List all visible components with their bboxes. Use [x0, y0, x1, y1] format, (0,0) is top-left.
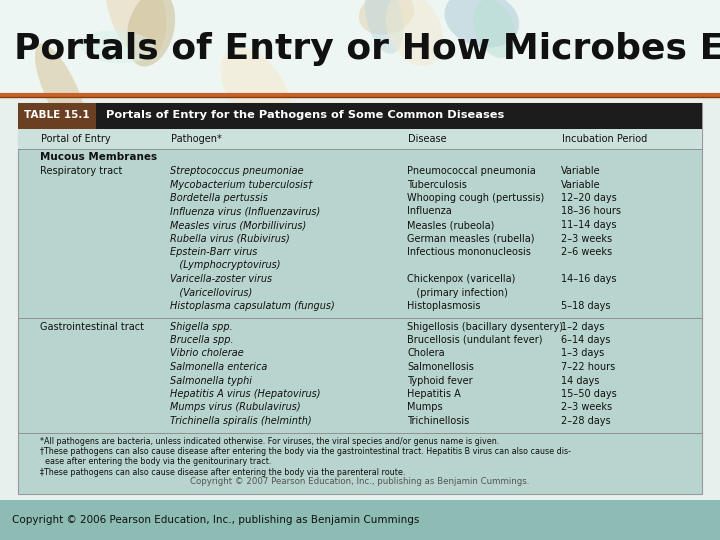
- Ellipse shape: [127, 0, 175, 66]
- Text: Salmonella typhi: Salmonella typhi: [170, 375, 252, 386]
- Text: ease after entering the body via the genitourinary tract.: ease after entering the body via the gen…: [40, 457, 271, 467]
- Text: (Varicellovirus): (Varicellovirus): [170, 287, 253, 298]
- Bar: [18, 103, 96, 129]
- Ellipse shape: [80, 30, 154, 63]
- Text: Copyright © 2006 Pearson Education, Inc., publishing as Benjamin Cummings: Copyright © 2006 Pearson Education, Inc.…: [12, 515, 419, 525]
- Text: Portals of Entry or How Microbes Enter a Host: Portals of Entry or How Microbes Enter a…: [14, 32, 720, 66]
- Text: Influenza: Influenza: [408, 206, 452, 217]
- Text: Cholera: Cholera: [408, 348, 445, 359]
- Text: Histoplasma capsulatum (fungus): Histoplasma capsulatum (fungus): [170, 301, 335, 311]
- Ellipse shape: [473, 0, 516, 58]
- Text: 12–20 days: 12–20 days: [562, 193, 617, 203]
- Text: Whooping cough (pertussis): Whooping cough (pertussis): [408, 193, 545, 203]
- Text: Hepatitis A virus (Hepatovirus): Hepatitis A virus (Hepatovirus): [170, 389, 320, 399]
- Text: Influenza virus (Influenzavirus): Influenza virus (Influenzavirus): [170, 206, 320, 217]
- Text: Brucella spp.: Brucella spp.: [170, 335, 234, 345]
- Text: Hepatitis A: Hepatitis A: [408, 389, 462, 399]
- Text: Mucous Membranes: Mucous Membranes: [40, 152, 157, 161]
- Bar: [0, 0, 720, 94]
- Text: Salmonellosis: Salmonellosis: [408, 362, 474, 372]
- Text: Variable: Variable: [562, 179, 601, 190]
- Bar: [18, 129, 702, 148]
- Text: Pneumococcal pneumonia: Pneumococcal pneumonia: [408, 166, 536, 176]
- Text: 15–50 days: 15–50 days: [562, 389, 617, 399]
- Text: *All pathogens are bacteria, unless indicated otherwise. For viruses, the viral : *All pathogens are bacteria, unless indi…: [40, 436, 500, 446]
- Text: Vibrio cholerae: Vibrio cholerae: [170, 348, 244, 359]
- Text: Copyright © 2007 Pearson Education, Inc., publishing as Benjamin Cummings.: Copyright © 2007 Pearson Education, Inc.…: [190, 476, 530, 485]
- Text: Measles virus (Morbillivirus): Measles virus (Morbillivirus): [170, 220, 307, 230]
- Text: Rubella virus (Rubivirus): Rubella virus (Rubivirus): [170, 233, 290, 244]
- Text: 11–14 days: 11–14 days: [562, 220, 617, 230]
- Ellipse shape: [35, 43, 88, 140]
- Text: 1–3 days: 1–3 days: [562, 348, 605, 359]
- Text: (Lymphocryptovirus): (Lymphocryptovirus): [170, 260, 281, 271]
- Text: 14–16 days: 14–16 days: [562, 274, 617, 284]
- Text: 14 days: 14 days: [562, 375, 600, 386]
- Ellipse shape: [365, 0, 403, 54]
- Text: Chickenpox (varicella): Chickenpox (varicella): [408, 274, 516, 284]
- Text: Incubation Period: Incubation Period: [562, 133, 647, 144]
- Text: 7–22 hours: 7–22 hours: [562, 362, 616, 372]
- Text: Bordetella pertussis: Bordetella pertussis: [170, 193, 268, 203]
- Text: Typhoid fever: Typhoid fever: [408, 375, 473, 386]
- Text: 18–36 hours: 18–36 hours: [562, 206, 621, 217]
- Text: Mumps virus (Rubulavirus): Mumps virus (Rubulavirus): [170, 402, 301, 413]
- Text: 1–2 days: 1–2 days: [562, 321, 605, 332]
- Text: Shigellosis (bacillary dysentery): Shigellosis (bacillary dysentery): [408, 321, 564, 332]
- Text: Trichinellosis: Trichinellosis: [408, 416, 469, 426]
- Text: 2–6 weeks: 2–6 weeks: [562, 247, 613, 257]
- Text: German measles (rubella): German measles (rubella): [408, 233, 535, 244]
- Text: Respiratory tract: Respiratory tract: [40, 166, 122, 176]
- Text: Brucellosis (undulant fever): Brucellosis (undulant fever): [408, 335, 543, 345]
- Text: †These pathogens can also cause disease after entering the body via the gastroin: †These pathogens can also cause disease …: [40, 447, 571, 456]
- Text: Variable: Variable: [562, 166, 601, 176]
- Text: Disease: Disease: [408, 133, 447, 144]
- Text: Measles (rubeola): Measles (rubeola): [408, 220, 495, 230]
- Text: Salmonella enterica: Salmonella enterica: [170, 362, 268, 372]
- Text: Infectious mononucleosis: Infectious mononucleosis: [408, 247, 531, 257]
- Bar: [18, 103, 702, 129]
- Text: ‡These pathogens can also cause disease after entering the body via the parenter: ‡These pathogens can also cause disease …: [40, 468, 405, 477]
- Text: Streptococcus pneumoniae: Streptococcus pneumoniae: [170, 166, 304, 176]
- Text: TABLE 15.1: TABLE 15.1: [24, 111, 90, 120]
- Text: Shigella spp.: Shigella spp.: [170, 321, 233, 332]
- Bar: [18, 103, 702, 494]
- Text: Gastrointestinal tract: Gastrointestinal tract: [40, 321, 144, 332]
- Text: Portals of Entry for the Pathogens of Some Common Diseases: Portals of Entry for the Pathogens of So…: [106, 111, 504, 120]
- Text: Histoplasmosis: Histoplasmosis: [408, 301, 481, 311]
- Bar: [0, 500, 720, 540]
- Text: Varicella-zoster virus: Varicella-zoster virus: [170, 274, 272, 284]
- Text: Mumps: Mumps: [408, 402, 443, 413]
- Text: Epstein-Barr virus: Epstein-Barr virus: [170, 247, 258, 257]
- Text: Mycobacterium tuberculosis†: Mycobacterium tuberculosis†: [170, 179, 313, 190]
- Text: 2–3 weeks: 2–3 weeks: [562, 233, 613, 244]
- Text: Tuberculosis: Tuberculosis: [408, 179, 467, 190]
- Text: 2–3 weeks: 2–3 weeks: [562, 402, 613, 413]
- Ellipse shape: [386, 0, 443, 66]
- Text: Portal of Entry: Portal of Entry: [41, 133, 111, 144]
- Text: Pathogen*: Pathogen*: [171, 133, 222, 144]
- Ellipse shape: [105, 0, 166, 58]
- Ellipse shape: [444, 0, 519, 48]
- Text: Trichinella spiralis (helminth): Trichinella spiralis (helminth): [170, 416, 312, 426]
- Text: 5–18 days: 5–18 days: [562, 301, 611, 311]
- Text: 2–28 days: 2–28 days: [562, 416, 611, 426]
- Text: 6–14 days: 6–14 days: [562, 335, 611, 345]
- Ellipse shape: [220, 47, 292, 133]
- Text: (primary infection): (primary infection): [408, 287, 508, 298]
- Ellipse shape: [359, 0, 414, 35]
